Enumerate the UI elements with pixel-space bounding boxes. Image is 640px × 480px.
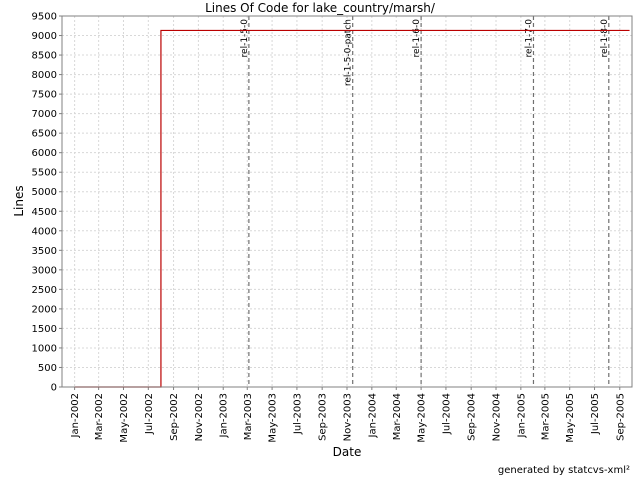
x-tick-label: May-2003 bbox=[268, 393, 279, 443]
y-tick-label: 1500 bbox=[32, 324, 57, 335]
x-axis-label: Date bbox=[333, 445, 362, 459]
y-tick-label: 9000 bbox=[32, 31, 57, 42]
plot-frame bbox=[61, 15, 633, 388]
x-tick-label: Nov-2003 bbox=[343, 393, 354, 441]
x-tick-label: Mar-2003 bbox=[243, 393, 254, 440]
x-tick-label: Mar-2005 bbox=[540, 393, 551, 440]
x-tick-label: Mar-2002 bbox=[94, 393, 105, 440]
grid-lines bbox=[62, 16, 632, 387]
y-tick-label: 1000 bbox=[32, 343, 57, 354]
y-tick-label: 500 bbox=[38, 363, 57, 374]
release-marker-label: rel-1-5-0 bbox=[240, 19, 250, 58]
chart-title: Lines Of Code for lake_country/marsh/ bbox=[205, 1, 436, 15]
x-tick-label: Jan-2002 bbox=[70, 393, 81, 438]
x-tick-label: Jul-2002 bbox=[144, 393, 155, 435]
y-tick-label: 3000 bbox=[32, 265, 57, 276]
y-axis-label: Lines bbox=[12, 185, 26, 216]
release-marker-label: rel-1-8-0 bbox=[600, 19, 610, 58]
x-tick-label: Jan-2003 bbox=[219, 393, 230, 438]
x-axis-ticks: Jan-2002 Mar-2002 May-2002 Jul-2002 Sep-2002… bbox=[70, 387, 626, 443]
x-tick-label: May-2004 bbox=[417, 393, 428, 443]
x-tick-label: Sep-2002 bbox=[169, 393, 180, 441]
y-tick-label: 7500 bbox=[32, 90, 57, 101]
x-tick-label: Jan-2005 bbox=[516, 393, 527, 438]
y-tick-label: 2500 bbox=[32, 285, 57, 296]
generator-credit: generated by statcvs-xml² bbox=[497, 465, 630, 476]
release-marker-label: rel-1-6-0 bbox=[412, 19, 422, 58]
y-tick-label: 7000 bbox=[32, 109, 57, 120]
y-tick-label: 2000 bbox=[32, 304, 57, 315]
release-markers: rel-1-5-0 rel-1-5-0-patch rel-1-6-0 rel-1-7… bbox=[240, 16, 610, 387]
x-tick-label: Nov-2004 bbox=[492, 393, 503, 441]
x-tick-label: May-2002 bbox=[119, 393, 130, 443]
x-tick-label: Sep-2004 bbox=[467, 393, 478, 441]
y-tick-label: 4000 bbox=[32, 226, 57, 237]
x-tick-label: May-2005 bbox=[565, 393, 576, 443]
y-tick-label: 5500 bbox=[32, 168, 57, 179]
x-tick-label: Sep-2005 bbox=[615, 393, 626, 441]
y-tick-label: 8500 bbox=[32, 51, 57, 62]
x-tick-label: Jul-2004 bbox=[441, 393, 452, 435]
x-tick-label: Sep-2003 bbox=[318, 393, 329, 441]
y-tick-label: 8000 bbox=[32, 70, 57, 81]
y-tick-label: 5000 bbox=[32, 187, 57, 198]
y-tick-label: 6500 bbox=[32, 129, 57, 140]
x-tick-label: Nov-2002 bbox=[194, 393, 205, 441]
x-tick-label: Mar-2004 bbox=[392, 393, 403, 440]
y-tick-label: 0 bbox=[51, 383, 57, 394]
x-tick-label: Jan-2004 bbox=[367, 393, 378, 438]
y-tick-label: 4500 bbox=[32, 207, 57, 218]
y-tick-label: 9500 bbox=[32, 12, 57, 23]
y-axis-ticks: 0 500 1000 1500 2000 2500 3000 3500 4000 4500 5000… bbox=[32, 12, 62, 394]
release-marker-label: rel-1-5-0-patch bbox=[344, 19, 354, 86]
y-tick-label: 3500 bbox=[32, 246, 57, 257]
x-tick-label: Jul-2003 bbox=[292, 393, 303, 435]
y-tick-label: 6000 bbox=[32, 148, 57, 159]
release-marker-label: rel-1-7-0 bbox=[524, 19, 534, 58]
x-tick-label: Jul-2005 bbox=[590, 393, 601, 435]
